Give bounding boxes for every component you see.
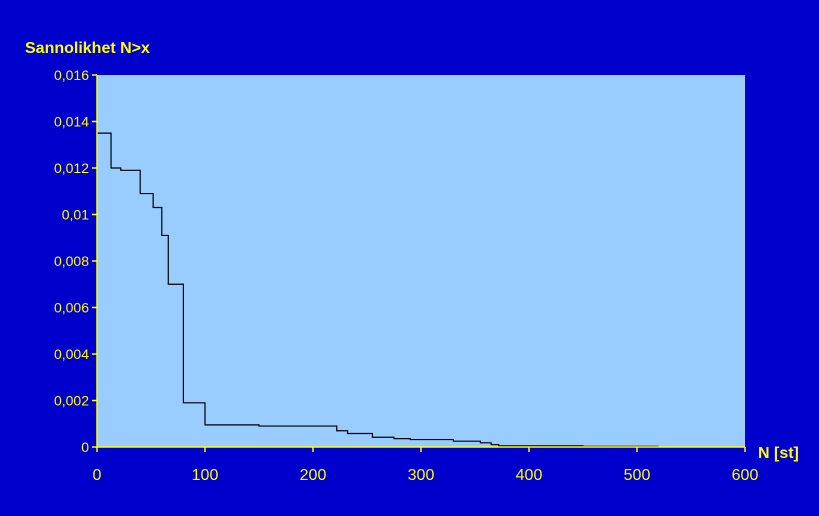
x-tick-label: 100 (192, 467, 219, 484)
y-tick-label: 0,004 (54, 346, 89, 362)
y-axis-ticks: 0 0,002 0,004 0,006 0,008 0,01 0,012 0,014 0,016 (54, 67, 97, 455)
y-tick-label: 0,002 (54, 393, 89, 409)
plot-area (97, 75, 745, 447)
y-tick-label: 0 (81, 439, 89, 455)
chart-title: Sannolikhet N>x (25, 40, 150, 57)
x-tick-label: 500 (624, 467, 651, 484)
x-tick-label: 300 (408, 467, 435, 484)
x-tick-label: 200 (300, 467, 327, 484)
series-line (97, 132, 659, 447)
y-tick-label: 0,008 (54, 253, 89, 269)
x-axis-label: N [st] (758, 445, 799, 462)
x-axis-ticks: 0 100 200 300 400 500 600 (93, 447, 759, 484)
y-tick-label: 0,006 (54, 300, 89, 316)
y-tick-label: 0,016 (54, 67, 89, 83)
x-tick-label: 0 (93, 467, 102, 484)
x-tick-label: 400 (516, 467, 543, 484)
x-tick-label: 600 (732, 467, 759, 484)
y-tick-label: 0,014 (54, 114, 89, 130)
y-tick-label: 0,01 (62, 207, 89, 223)
y-tick-label: 0,012 (54, 160, 89, 176)
